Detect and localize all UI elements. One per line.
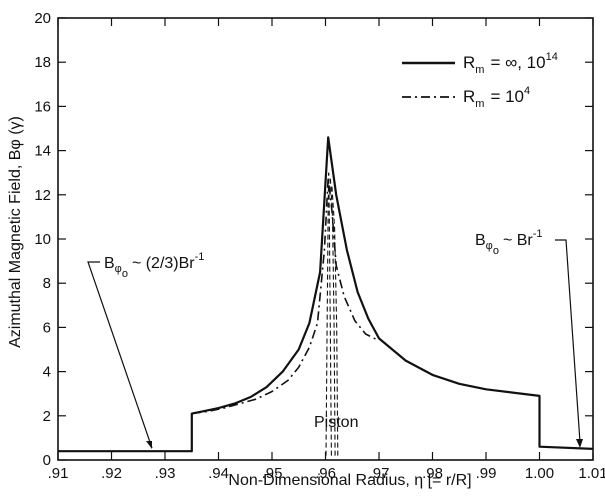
- y-tick-label: 6: [43, 319, 51, 336]
- legend-entry-1: Rm = ∞, 1014: [463, 51, 558, 76]
- x-tick-label: .99: [476, 465, 497, 482]
- legend-entry-2: Rm = 104: [463, 85, 530, 110]
- y-tick-label: 8: [43, 275, 51, 292]
- x-tick-label: .97: [369, 465, 390, 482]
- x-tick-label: .98: [422, 465, 443, 482]
- y-tick-label: 14: [34, 143, 51, 160]
- annotation-right-arrowhead: [576, 439, 583, 448]
- x-tick-label: 1.00: [525, 465, 554, 482]
- x-tick-label: .91: [48, 465, 69, 482]
- piston-boundary-line: [328, 172, 332, 456]
- annotation-right: Bφo~ Br-1: [475, 228, 583, 448]
- annotation-right-text: Bφo~ Br-1: [475, 228, 543, 257]
- series-group: [58, 136, 594, 453]
- x-tick-label: .95: [262, 465, 283, 482]
- piston-boundary-line: [329, 177, 336, 456]
- series-line-1: [58, 136, 594, 453]
- y-tick-label: 2: [43, 408, 51, 425]
- piston-label: Piston: [314, 414, 358, 431]
- x-tick-label: .93: [155, 465, 176, 482]
- annotation-left-arrowhead: [146, 441, 152, 449]
- axis-group: .91 .92 .93 .94 .95 .96 .97 .98 .99 1.00 1.01 0 2 4 6 8…: [34, 10, 605, 482]
- y-tick-label: 20: [34, 10, 51, 27]
- series-line-2: [191, 176, 380, 415]
- y-tick-label: 12: [34, 187, 51, 204]
- y-tick-label: 0: [43, 452, 51, 469]
- annotation-left-text: Bφo~ (2/3)Br-1: [104, 251, 204, 280]
- x-tick-label: .94: [208, 465, 229, 482]
- y-tick-label: 18: [34, 54, 51, 71]
- annotation-left-leader: [87, 261, 153, 449]
- legend: Rm = ∞, 1014 Rm = 104: [402, 51, 558, 110]
- annotation-right-leader: [555, 239, 581, 443]
- annotation-left: Bφo~ (2/3)Br-1: [87, 251, 204, 449]
- x-tick-label: 1.01: [578, 465, 605, 482]
- piston-boundary-line: [331, 185, 339, 456]
- piston-region: [325, 172, 339, 456]
- x-axis-title: Non-Dimensional Radius, η [= r/R]: [228, 472, 471, 489]
- y-tick-label: 4: [43, 364, 51, 381]
- x-tick-label: .92: [101, 465, 122, 482]
- y-tick-label: 16: [34, 98, 51, 115]
- y-tick-label: 10: [34, 231, 51, 248]
- x-tick-label: .96: [315, 465, 336, 482]
- y-axis-title: Azimuthal Magnetic Field, Bφ (γ): [7, 116, 24, 348]
